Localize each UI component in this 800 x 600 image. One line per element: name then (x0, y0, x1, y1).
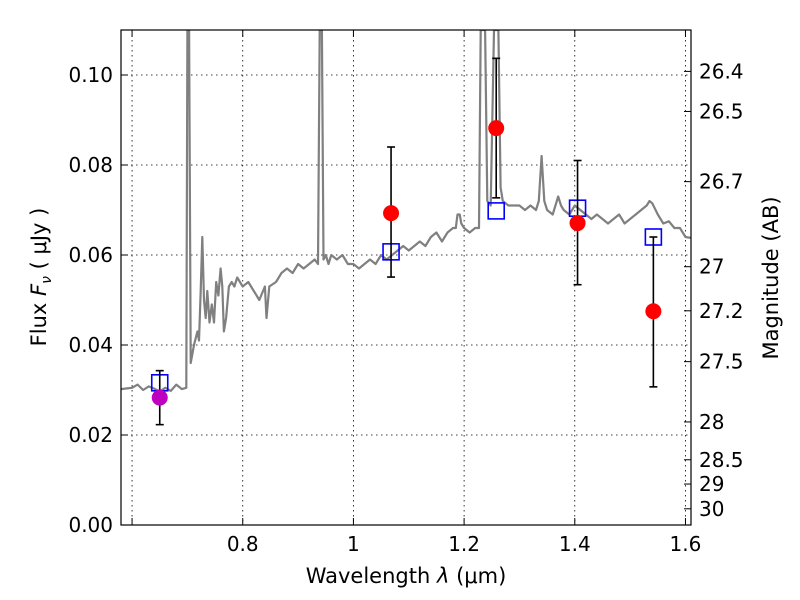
right-tick-label: 28.5 (699, 448, 744, 472)
y-axis-label: Flux Fν ( μJy ) (27, 208, 55, 347)
synthetic-flux-square (487, 202, 506, 220)
marks-layer (150, 57, 663, 426)
y-tick-label: 0.02 (68, 423, 113, 447)
x-tick-label: 1 (347, 532, 360, 556)
right-tick-label: 27.2 (699, 299, 744, 323)
model-spectrum-line (121, 30, 691, 393)
right-tick-label: 28 (699, 410, 724, 434)
y-tick-label: 0.06 (68, 243, 113, 267)
plot-frame (120, 29, 692, 526)
right-tick-label: 26.4 (699, 59, 744, 83)
right-tick-label: 27.5 (699, 350, 744, 374)
observed-flux-point (151, 389, 168, 406)
right-tick-label: 26.5 (699, 99, 744, 123)
y-tick-label: 0.10 (68, 63, 113, 87)
y-tick-label: 0.00 (68, 513, 113, 537)
grid-layer (121, 30, 691, 526)
x-tick-label: 1.2 (448, 532, 480, 556)
observed-flux-point (488, 120, 505, 137)
ticks-layer: 0.8 1 1.2 1.4 1.6 0.00 0.02 0.04 0.06 0.08 0.10 26.… (68, 30, 744, 556)
series-layer (121, 30, 691, 393)
y-tick-label: 0.04 (68, 333, 113, 357)
x-tick-label: 1.6 (670, 532, 702, 556)
x-tick-label: 0.8 (227, 532, 259, 556)
right-tick-label: 30 (699, 497, 724, 521)
x-axis-label: Wavelength λ (μm) (306, 564, 507, 588)
observed-flux-point (569, 215, 586, 232)
right-axis-label: Magnitude (AB) (759, 196, 783, 359)
observed-flux-point (645, 303, 662, 320)
observed-flux-point (383, 205, 400, 222)
x-tick-label: 1.4 (559, 532, 591, 556)
y-tick-label: 0.08 (68, 153, 113, 177)
right-tick-label: 27 (699, 255, 724, 279)
right-tick-label: 26.7 (699, 170, 744, 194)
right-tick-label: 29 (699, 472, 724, 496)
plot-area (121, 30, 691, 393)
